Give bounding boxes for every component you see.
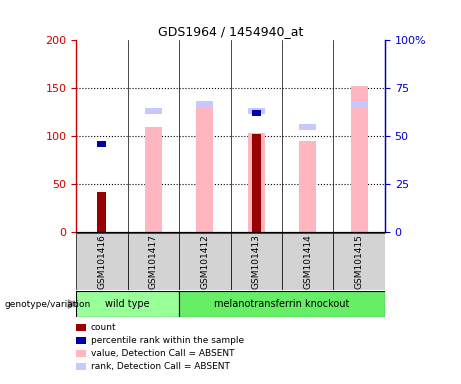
Text: wild type: wild type <box>105 299 150 309</box>
Text: GSM101413: GSM101413 <box>252 234 261 289</box>
Text: GSM101416: GSM101416 <box>97 234 106 289</box>
Text: genotype/variation: genotype/variation <box>5 300 91 309</box>
Bar <box>145 127 162 232</box>
Bar <box>299 124 316 130</box>
Text: count: count <box>91 323 117 332</box>
Text: GSM101415: GSM101415 <box>355 234 364 289</box>
Text: GSM101414: GSM101414 <box>303 234 312 289</box>
Text: GSM101412: GSM101412 <box>200 234 209 289</box>
Bar <box>97 192 106 232</box>
Bar <box>97 141 106 147</box>
Bar <box>282 233 333 290</box>
Title: GDS1964 / 1454940_at: GDS1964 / 1454940_at <box>158 25 303 38</box>
Bar <box>299 141 316 232</box>
Bar <box>230 233 282 290</box>
Bar <box>128 233 179 290</box>
Bar <box>196 101 213 232</box>
Bar <box>351 86 367 232</box>
Text: melanotransferrin knockout: melanotransferrin knockout <box>214 299 349 309</box>
Bar <box>252 134 261 232</box>
Bar <box>76 233 128 290</box>
Text: rank, Detection Call = ABSENT: rank, Detection Call = ABSENT <box>91 362 230 371</box>
Bar <box>196 101 213 107</box>
Bar <box>351 101 367 107</box>
Bar <box>179 233 230 290</box>
Text: value, Detection Call = ABSENT: value, Detection Call = ABSENT <box>91 349 234 358</box>
Bar <box>248 109 265 114</box>
Bar <box>76 291 179 317</box>
Text: percentile rank within the sample: percentile rank within the sample <box>91 336 244 345</box>
Bar <box>248 134 265 232</box>
Bar <box>145 109 162 114</box>
Bar <box>333 233 385 290</box>
Bar <box>252 111 261 116</box>
Text: GSM101417: GSM101417 <box>149 234 158 289</box>
Bar <box>179 291 385 317</box>
